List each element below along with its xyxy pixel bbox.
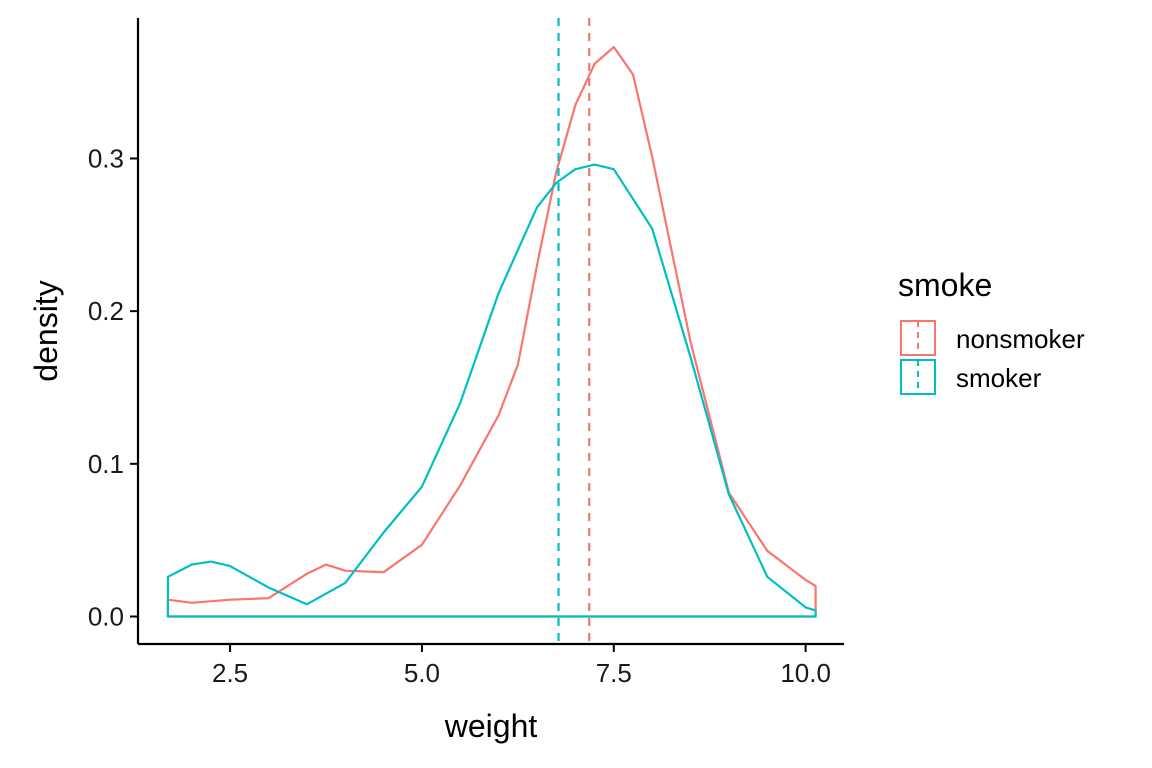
- density-curve-smoker: [166, 163, 817, 618]
- y-tick-label: 0.2: [88, 296, 124, 326]
- legend-title: smoke: [898, 267, 992, 303]
- x-tick-label: 2.5: [212, 658, 248, 688]
- y-tick-label: 0.1: [88, 449, 124, 479]
- y-tick-label: 0.0: [88, 602, 124, 632]
- density-curve-nonsmoker: [166, 45, 817, 618]
- plot-area: [166, 18, 817, 644]
- legend-label-nonsmoker: nonsmoker: [956, 324, 1085, 354]
- legend-item-nonsmoker: nonsmoker: [900, 320, 1085, 356]
- axes: [136, 18, 844, 646]
- x-axis-title: weight: [444, 708, 538, 744]
- x-tick-label: 10.0: [780, 658, 831, 688]
- y-tick-label: 0.3: [88, 143, 124, 173]
- axis-ticks: 2.5 5.0 7.5 10.0 0.0 0.1 0.2 0.3: [88, 143, 831, 688]
- legend-item-smoker: smoker: [900, 359, 1042, 395]
- x-tick-label: 7.5: [596, 658, 632, 688]
- x-tick-label: 5.0: [404, 658, 440, 688]
- legend: smoke nonsmoker smoker: [898, 267, 1085, 395]
- y-axis-title: density: [28, 280, 64, 381]
- legend-label-smoker: smoker: [956, 363, 1042, 393]
